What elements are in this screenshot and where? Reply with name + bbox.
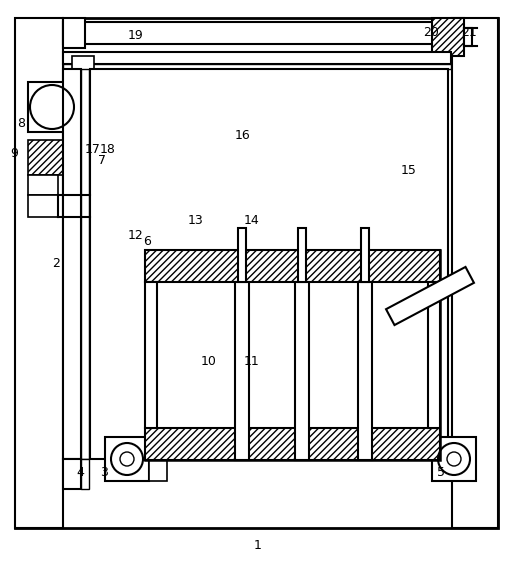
Text: 21: 21 [461,27,476,39]
Bar [432,437,476,481]
Bar [90,69,448,459]
Bar [105,437,149,481]
Bar [81,69,89,459]
Bar [28,82,76,132]
Text: 18: 18 [100,144,115,156]
Bar [63,52,451,64]
Bar [63,64,451,69]
Text: 19: 19 [127,29,143,41]
Bar [464,28,472,46]
Text: 6: 6 [143,235,151,248]
Text: 4: 4 [76,466,84,478]
Text: 7: 7 [98,154,106,166]
Bar [63,22,449,44]
Text: 17: 17 [85,144,101,156]
Bar [63,69,81,459]
Bar [15,18,63,528]
Text: 14: 14 [244,215,260,227]
Bar [81,459,89,489]
Bar [145,250,440,282]
Bar [145,282,157,428]
Text: 2: 2 [52,257,60,269]
Text: 9: 9 [10,148,19,160]
Text: 10: 10 [201,355,217,367]
Text: 20: 20 [424,27,439,39]
Text: 15: 15 [401,165,416,177]
Bar [432,18,464,56]
Bar [361,228,369,282]
Bar [28,195,58,217]
Text: 11: 11 [244,355,260,367]
Bar [386,267,474,325]
Bar [63,18,85,48]
Text: 1: 1 [254,539,262,552]
Bar [295,282,309,460]
Bar [298,228,306,282]
Bar [28,175,58,195]
Bar [63,459,81,489]
Text: 13: 13 [187,215,203,227]
Text: 3: 3 [100,466,108,478]
Bar [452,18,498,528]
Text: 8: 8 [17,117,25,130]
Bar [428,282,440,428]
Bar [235,282,249,460]
Bar [28,140,73,175]
Bar [358,282,372,460]
Bar [149,437,167,481]
Text: 16: 16 [235,130,250,142]
Bar [238,228,246,282]
Bar [145,250,440,460]
Text: 12: 12 [127,229,143,242]
Bar [72,56,94,78]
Text: 5: 5 [437,466,445,478]
Bar [145,428,440,460]
